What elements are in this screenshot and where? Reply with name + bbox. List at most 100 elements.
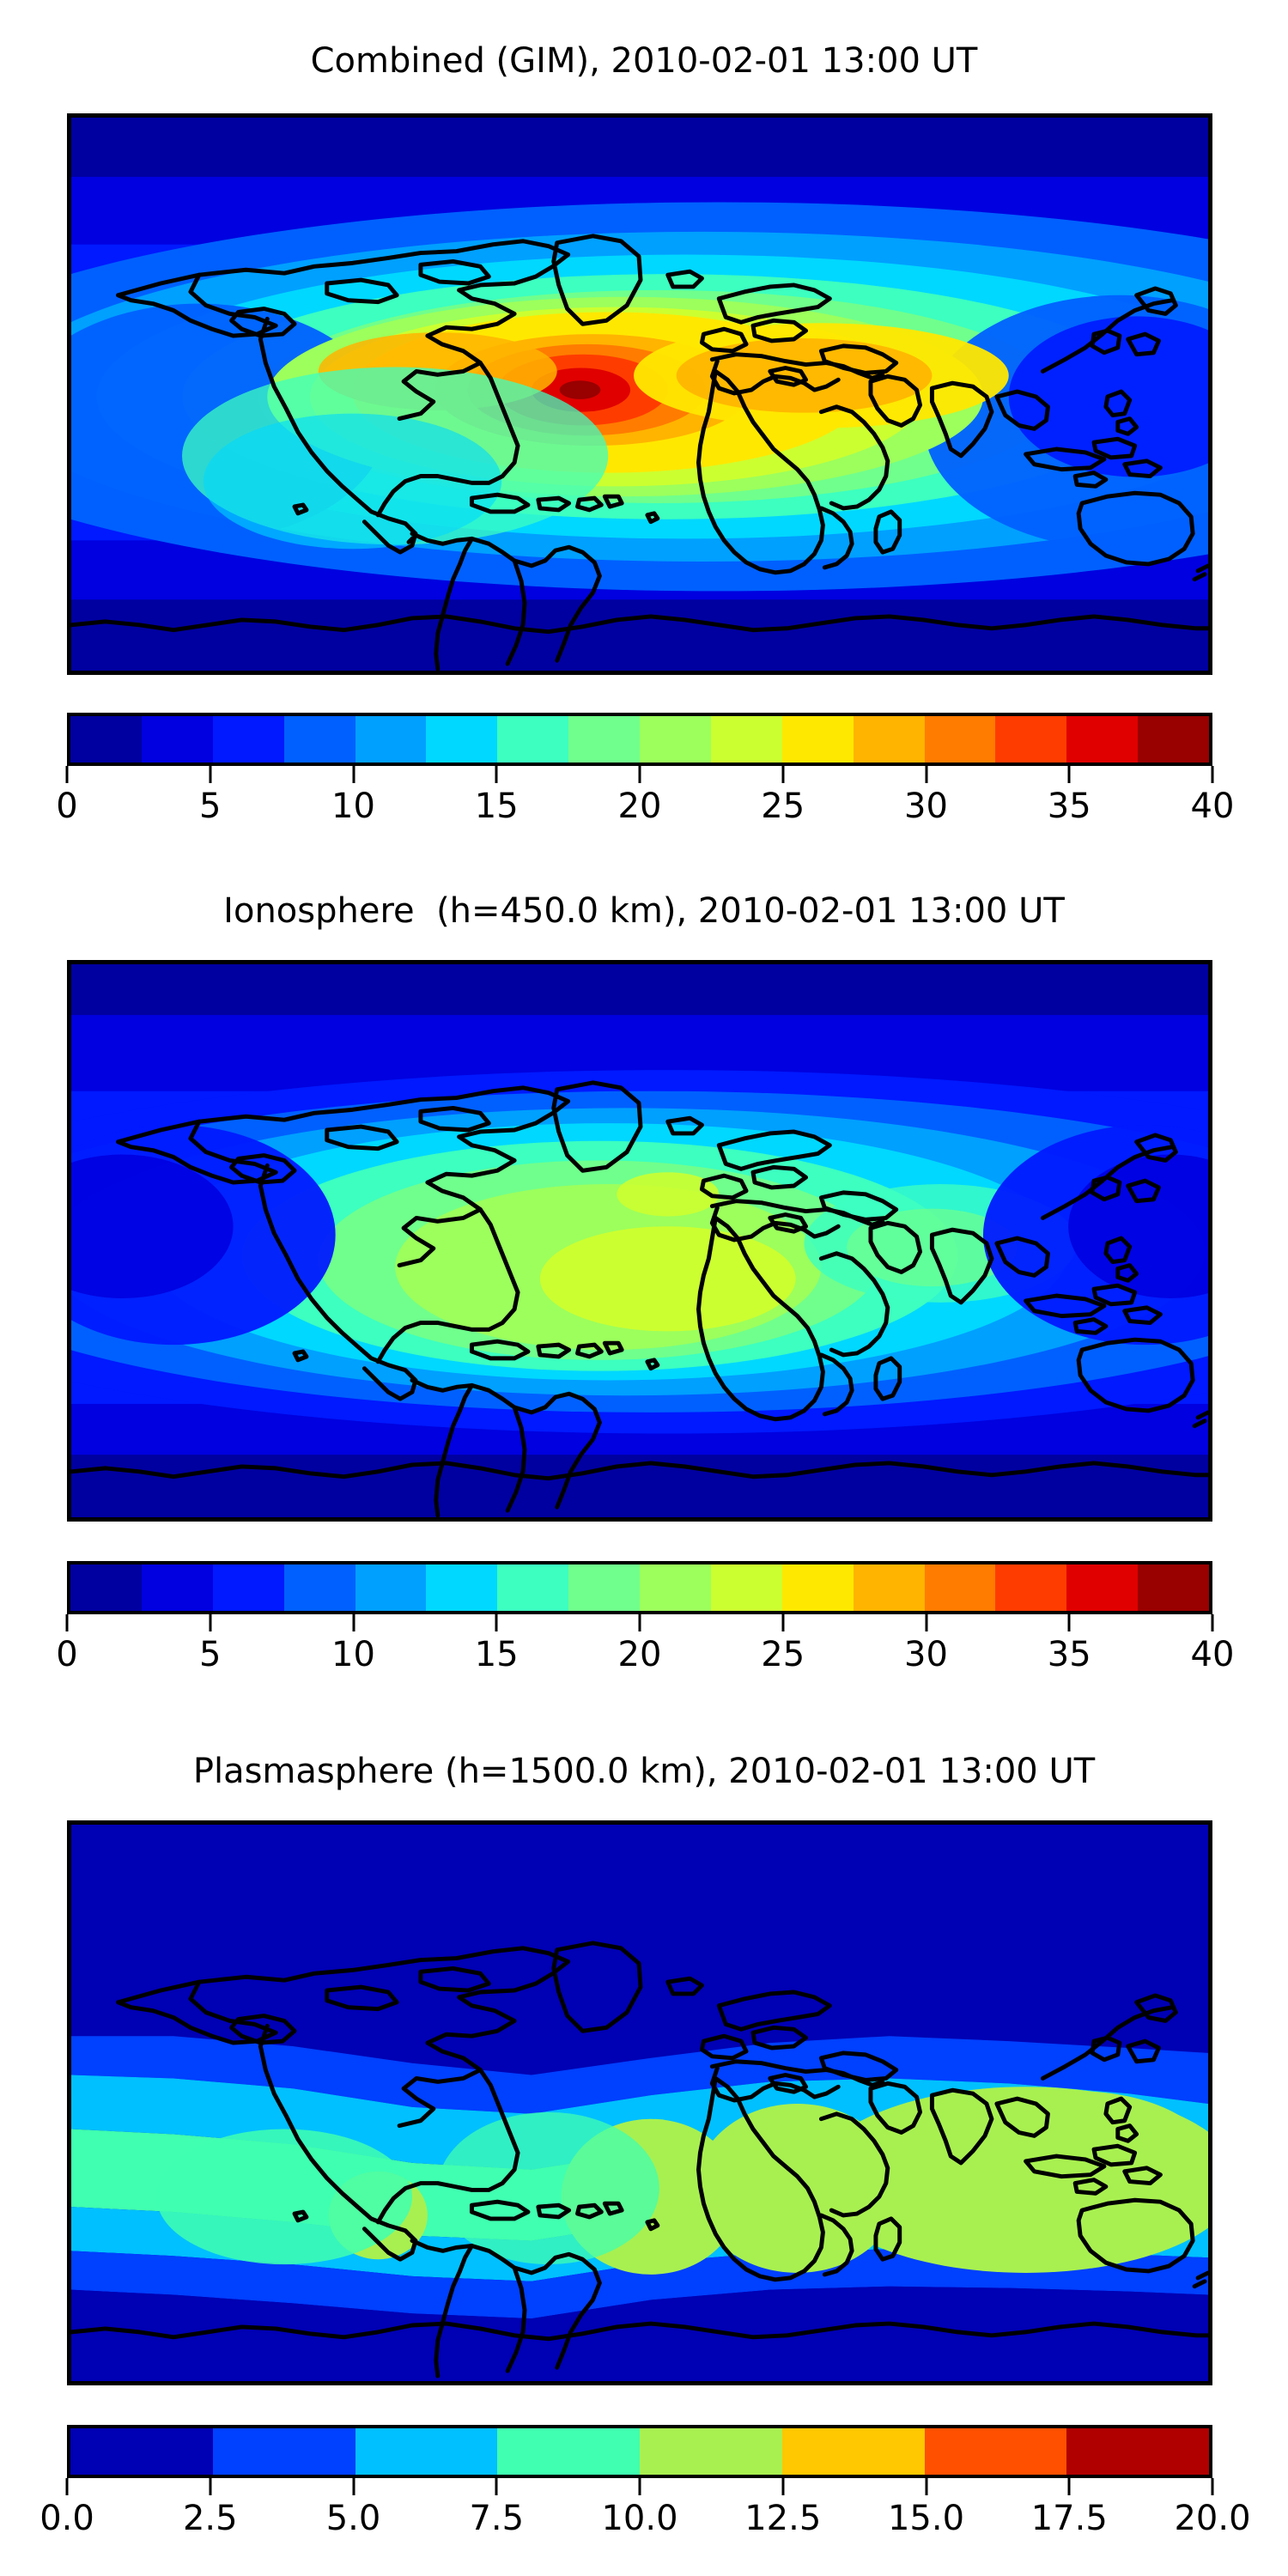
colorbar-band — [497, 716, 569, 762]
colorbar-tick — [495, 766, 498, 783]
colorbar-band — [995, 1564, 1067, 1611]
colorbar-combined: 0 5 10 15 20 25 30 35 40 — [56, 713, 1234, 831]
colorbar-tick-label: 10 — [331, 1635, 375, 1674]
map-combined-gim — [67, 113, 1212, 675]
colorbar-band — [568, 716, 640, 762]
colorbar-band — [212, 1564, 284, 1611]
colorbar-tick-label: 5 — [199, 1635, 222, 1674]
colorbar-band — [1138, 1564, 1209, 1611]
colorbar-tick — [1211, 1614, 1214, 1631]
colorbar-plasmasphere-ticks — [65, 2478, 1214, 2497]
map-canvas-combined — [71, 118, 1208, 671]
colorbar-band — [355, 1564, 427, 1611]
colorbar-tick — [209, 2478, 212, 2495]
coastline-overlay — [71, 1080, 1208, 1517]
colorbar-tick — [781, 1614, 785, 1631]
colorbar-tick-label: 15.0 — [887, 2499, 965, 2538]
colorbar-tick — [495, 2478, 498, 2495]
colorbar-band — [568, 1564, 640, 1611]
colorbar-tick-label: 5.0 — [325, 2499, 381, 2538]
colorbar-plasmasphere-labels: 0.0 2.5 5.0 7.5 10.0 12.5 15.0 17.5 20.0 — [39, 2497, 1250, 2543]
colorbar-tick-label: 20 — [617, 1635, 662, 1674]
colorbar-tick — [65, 766, 69, 783]
colorbar-tick-label: 30 — [904, 1635, 948, 1674]
colorbar-band — [70, 1564, 142, 1611]
colorbar-band — [853, 1564, 925, 1611]
colorbar-tick — [781, 2478, 785, 2495]
colorbar-tick — [638, 766, 641, 783]
colorbar-tick — [925, 2478, 927, 2495]
colorbar-tick-label: 5 — [199, 787, 222, 826]
colorbar-tick-label: 12.5 — [744, 2499, 822, 2538]
colorbar-tick-label: 15 — [474, 787, 519, 826]
colorbar-band — [283, 1564, 355, 1611]
panel-title-ionosphere: Ionosphere (h=450.0 km), 2010-02-01 13:0… — [223, 891, 1065, 931]
colorbar-ionosphere-labels: 0 5 10 15 20 25 30 35 40 — [56, 1633, 1234, 1680]
map-canvas-plasmasphere — [71, 1825, 1208, 2381]
colorbar-band — [1066, 2428, 1209, 2475]
map-ionosphere — [67, 960, 1212, 1522]
colorbar-tick — [352, 766, 355, 783]
colorbar-band — [355, 2428, 498, 2475]
map-canvas-ionosphere — [71, 964, 1208, 1517]
colorbar-band — [995, 716, 1067, 762]
colorbar-tick — [65, 1614, 69, 1631]
colorbar-tick-label: 20 — [617, 787, 662, 826]
colorbar-tick-label: 0.0 — [39, 2499, 94, 2538]
colorbar-band — [70, 716, 142, 762]
colorbar-band — [710, 1564, 782, 1611]
colorbar-band — [497, 1564, 569, 1611]
colorbar-band — [710, 716, 782, 762]
colorbar-tick — [1211, 2478, 1214, 2495]
colorbar-tick — [1067, 1614, 1071, 1631]
colorbar-tick-label: 15 — [474, 1635, 519, 1674]
colorbar-tick — [1067, 2478, 1071, 2495]
colorbar-combined-bands — [67, 713, 1212, 766]
colorbar-band — [1066, 716, 1139, 762]
colorbar-tick-label: 0 — [56, 1635, 78, 1674]
colorbar-tick — [352, 2478, 355, 2495]
colorbar-band — [426, 1564, 498, 1611]
colorbar-tick — [1067, 766, 1071, 783]
colorbar-tick-label: 35 — [1047, 787, 1091, 826]
colorbar-band — [781, 2428, 925, 2475]
colorbar-band — [426, 716, 498, 762]
colorbar-band — [640, 2428, 782, 2475]
coastline-overlay — [71, 234, 1208, 671]
colorbar-tick — [925, 766, 927, 783]
panel-ionosphere: Ionosphere (h=450.0 km), 2010-02-01 13:0… — [0, 859, 1288, 1717]
colorbar-band — [924, 1564, 996, 1611]
colorbar-band — [640, 716, 711, 762]
colorbar-combined-labels: 0 5 10 15 20 25 30 35 40 — [56, 785, 1234, 831]
colorbar-band — [853, 716, 925, 762]
colorbar-ionosphere-ticks — [65, 1614, 1214, 1633]
colorbar-combined-ticks — [65, 766, 1214, 785]
colorbar-tick — [781, 766, 785, 783]
colorbar-tick — [209, 766, 212, 783]
colorbar-band — [497, 2428, 640, 2475]
colorbar-tick-label: 20.0 — [1174, 2499, 1251, 2538]
colorbar-band — [212, 2428, 355, 2475]
colorbar-tick — [352, 1614, 355, 1631]
colorbar-tick — [1211, 766, 1214, 783]
colorbar-band — [1138, 716, 1209, 762]
colorbar-tick — [638, 2478, 641, 2495]
colorbar-plasmasphere-bands — [67, 2425, 1212, 2478]
colorbar-band — [1066, 1564, 1139, 1611]
panel-title-combined: Combined (GIM), 2010-02-01 13:00 UT — [310, 41, 978, 81]
colorbar-tick-label: 30 — [904, 787, 948, 826]
colorbar-tick-label: 7.5 — [469, 2499, 525, 2538]
colorbar-tick-label: 10 — [331, 787, 375, 826]
colorbar-tick-label: 35 — [1047, 1635, 1091, 1674]
colorbar-tick-label: 40 — [1190, 1635, 1235, 1674]
colorbar-band — [141, 1564, 213, 1611]
colorbar-tick-label: 0 — [56, 787, 78, 826]
colorbar-tick — [65, 2478, 69, 2495]
colorbar-tick-label: 25 — [761, 1635, 805, 1674]
panel-plasmasphere: Plasmasphere (h=1500.0 km), 2010-02-01 1… — [0, 1717, 1288, 2576]
colorbar-tick-label: 2.5 — [182, 2499, 238, 2538]
colorbar-band — [924, 716, 996, 762]
coastline-overlay — [71, 1941, 1208, 2379]
map-plasmasphere — [67, 1820, 1212, 2385]
